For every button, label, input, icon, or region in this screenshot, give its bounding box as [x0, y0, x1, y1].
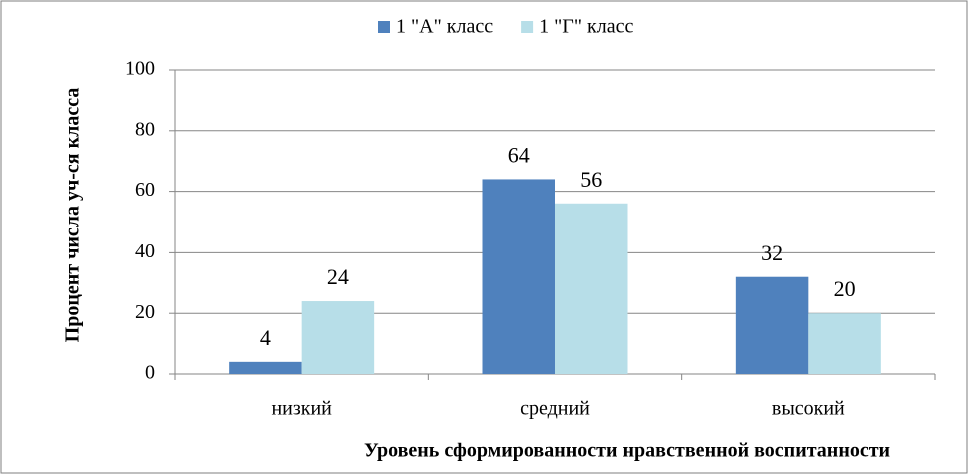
y-axis-title: Процент числа уч-ся класса: [62, 88, 84, 343]
data-label: 32: [761, 240, 783, 265]
legend-label: 1 "Г" класс: [539, 16, 633, 38]
y-tick-label: 20: [135, 301, 155, 323]
data-label: 56: [580, 167, 602, 192]
y-tick-label: 60: [135, 179, 155, 201]
bar: [301, 301, 375, 374]
data-label: 20: [834, 276, 856, 301]
bar: [555, 203, 628, 374]
y-tick-label: 40: [135, 240, 155, 262]
data-label: 64: [508, 142, 530, 167]
bar: [482, 179, 555, 374]
legend-swatch: [378, 21, 390, 33]
y-tick-label: 80: [135, 118, 155, 140]
data-label: 24: [327, 264, 349, 289]
legend-label: 1 "А" класс: [396, 16, 493, 38]
y-tick-label: 0: [145, 362, 155, 384]
x-tick-label: средний: [520, 398, 590, 420]
bar: [808, 313, 881, 374]
y-tick-label: 100: [125, 58, 155, 80]
x-tick-label: низкий: [271, 398, 332, 420]
x-axis-title: Уровень сформированности нравственной во…: [364, 440, 890, 462]
x-tick-label: высокий: [772, 398, 845, 420]
legend-swatch: [521, 21, 534, 33]
bar: [735, 276, 809, 374]
bar: [229, 361, 302, 374]
data-label: 4: [260, 325, 271, 350]
